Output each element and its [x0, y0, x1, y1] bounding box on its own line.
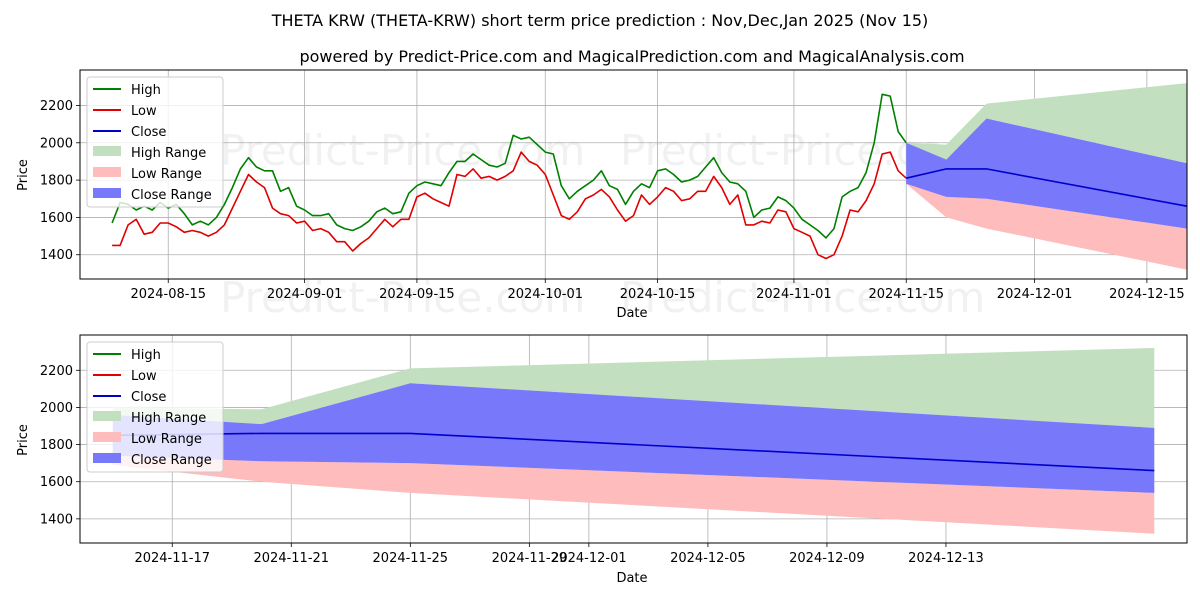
y-tick-label: 1600: [40, 475, 73, 490]
x-tick-label: 2024-11-21: [254, 551, 330, 566]
x-tick-label: 2024-10-15: [620, 287, 696, 302]
y-tick-label: 1800: [40, 438, 73, 453]
y-tick-label: 1400: [40, 248, 73, 263]
low-range-band: [112, 452, 1155, 534]
legend-close-label: Close: [131, 125, 166, 140]
legend-close-range-swatch: [93, 453, 121, 463]
y-tick-label: 1800: [40, 174, 73, 189]
legend-close-label: Close: [131, 390, 166, 405]
high-range-band: [906, 83, 1187, 177]
x-tick-label: 2024-11-17: [134, 551, 210, 566]
legend-low-range-label: Low Range: [131, 432, 202, 447]
close-range-band: [112, 383, 1155, 493]
legend-low-label: Low: [131, 369, 157, 384]
watermark-text: Predict-Price.com: [620, 273, 985, 322]
legend-high-range-swatch: [93, 411, 121, 421]
x-tick-label: 2024-09-15: [379, 287, 455, 302]
top-legend: High Low Close High Range Low Range Clos…: [86, 76, 224, 208]
x-tick-label: 2024-11-01: [756, 287, 832, 302]
legend-high-range-label: High Range: [131, 411, 206, 426]
bottom-axes-frame: [79, 334, 1188, 544]
close-range-band: [906, 118, 1187, 229]
high-range-band: [112, 348, 1155, 428]
bottom-x-axis-label: Date: [616, 571, 647, 586]
legend-close-range-label: Close Range: [131, 188, 212, 203]
low-series-line: [112, 151, 907, 260]
close-forecast-line: [906, 168, 1188, 207]
y-tick-label: 2000: [40, 136, 73, 151]
bottom-chart: Predict-Price.com Predict-Price.com 2024…: [16, 334, 1188, 586]
legend-low-label: Low: [131, 104, 157, 119]
x-tick-label: 2024-12-05: [670, 551, 746, 566]
x-tick-label: 2024-12-15: [1109, 287, 1185, 302]
top-chart: Predict-Price.com Predict-Price.com Pred…: [16, 69, 1188, 322]
y-tick-label: 2200: [40, 99, 73, 114]
top-x-axis-label: Date: [616, 306, 647, 321]
top-axes-frame: [79, 69, 1188, 280]
x-tick-label: 2024-10-01: [507, 287, 583, 302]
y-tick-label: 1400: [40, 512, 73, 527]
x-tick-label: 2024-08-15: [130, 287, 206, 302]
chart-title: THETA KRW (THETA-KRW) short term price p…: [271, 11, 929, 30]
chart-subtitle: powered by Predict-Price.com and Magical…: [299, 47, 964, 66]
bottom-y-axis-label: Price: [16, 424, 31, 456]
x-tick-label: 2024-12-01: [551, 551, 627, 566]
legend-high-range-swatch: [93, 146, 121, 156]
x-tick-label: 2024-11-15: [868, 287, 944, 302]
y-tick-label: 2000: [40, 401, 73, 416]
y-tick-label: 2200: [40, 364, 73, 379]
legend-close-range-label: Close Range: [131, 453, 212, 468]
legend-low-range-swatch: [93, 167, 121, 177]
x-tick-label: 2024-12-13: [908, 551, 984, 566]
bottom-legend: High Low Close High Range Low Range Clos…: [86, 341, 224, 473]
watermark-text: Predict-Price.com: [220, 126, 585, 175]
legend-low-range-label: Low Range: [131, 167, 202, 182]
low-range-band: [906, 176, 1187, 270]
top-y-axis-label: Price: [16, 159, 31, 191]
legend-low-range-swatch: [93, 432, 121, 442]
x-tick-label: 2024-12-09: [789, 551, 865, 566]
high-series-line: [111, 93, 907, 239]
legend-high-range-label: High Range: [131, 146, 206, 161]
y-tick-label: 1600: [40, 211, 73, 226]
x-tick-label: 2024-11-29: [492, 551, 568, 566]
legend-high-label: High: [131, 348, 161, 363]
x-tick-label: 2024-09-01: [267, 287, 343, 302]
watermark-text: Predict-Price.com: [220, 273, 585, 322]
bottom-plot-area: 2024-11-17 2024-11-21 2024-11-25 2024-11-29…: [40, 335, 1187, 566]
legend-high-label: High: [131, 83, 161, 98]
x-tick-label: 2024-11-25: [373, 551, 449, 566]
legend-close-range-swatch: [93, 188, 121, 198]
x-tick-label: 2024-12-01: [997, 287, 1073, 302]
